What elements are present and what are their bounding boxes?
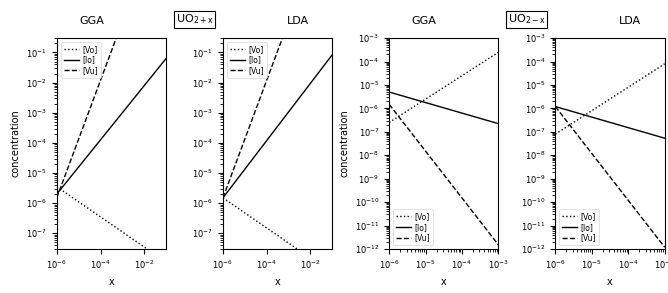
Text: $\mathrm{UO_{2+x}}$: $\mathrm{UO_{2+x}}$ <box>176 13 214 26</box>
Y-axis label: concentration: concentration <box>339 110 349 178</box>
Text: GGA: GGA <box>411 16 436 26</box>
Text: GGA: GGA <box>79 16 104 26</box>
Legend: [Vo], [Io], [Vu]: [Vo], [Io], [Vu] <box>393 209 433 245</box>
Text: $\mathrm{UO_{2-x}}$: $\mathrm{UO_{2-x}}$ <box>508 13 546 26</box>
X-axis label: x: x <box>441 277 447 287</box>
Legend: [Vo], [Io], [Vu]: [Vo], [Io], [Vu] <box>559 209 599 245</box>
Text: LDA: LDA <box>287 16 309 26</box>
Legend: [Vo], [Io], [Vu]: [Vo], [Io], [Vu] <box>61 42 101 78</box>
X-axis label: x: x <box>607 277 613 287</box>
X-axis label: x: x <box>109 277 114 287</box>
Text: LDA: LDA <box>619 16 641 26</box>
Y-axis label: concentration: concentration <box>11 110 21 178</box>
X-axis label: x: x <box>275 277 281 287</box>
Legend: [Vo], [Io], [Vu]: [Vo], [Io], [Vu] <box>226 42 267 78</box>
